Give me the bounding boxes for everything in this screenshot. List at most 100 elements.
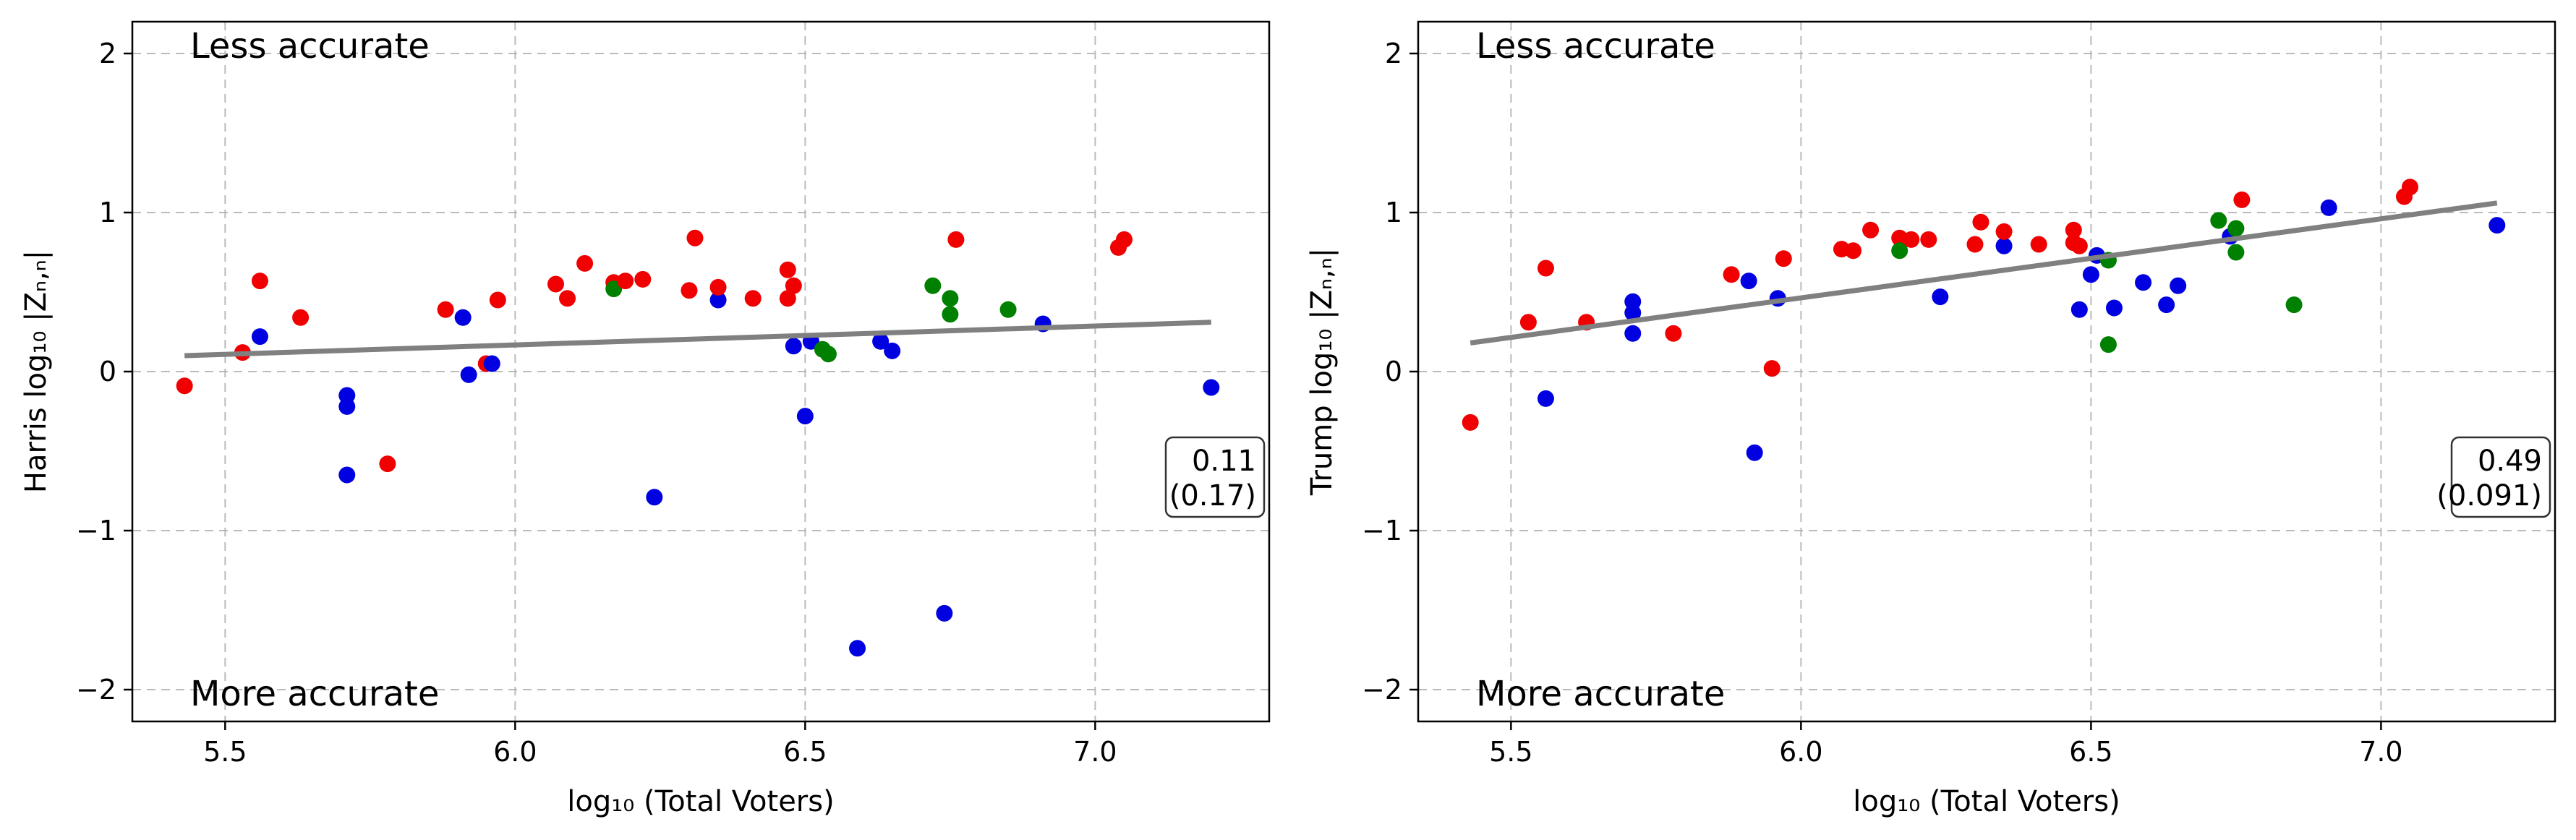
data-point-blue xyxy=(709,291,727,309)
chart-panel-2: 5.5 6.0 6.5 7.0 −2 −1 0 1 2 log₁₀ (Total Voters) T… xyxy=(1305,20,2556,818)
data-point-blue xyxy=(338,398,356,415)
data-point-green xyxy=(2099,336,2117,353)
x-tick-label: 6.5 xyxy=(783,736,827,768)
data-point-green xyxy=(605,280,623,298)
data-point-blue xyxy=(1203,379,1220,396)
y-tick-label: −2 xyxy=(1362,674,1402,706)
stat-box-stderr: (0.091) xyxy=(2436,479,2542,513)
annotation-more-accurate: More accurate xyxy=(190,674,439,714)
data-point-red xyxy=(1845,242,1862,260)
stat-box-value: 0.11 xyxy=(1192,445,1256,478)
data-point-red xyxy=(1862,221,1880,239)
data-point-blue xyxy=(338,466,356,484)
data-point-red xyxy=(1462,413,1479,431)
x-tick-label: 5.5 xyxy=(203,736,247,768)
data-point-red xyxy=(779,261,796,278)
y-tick-label: 2 xyxy=(99,38,116,69)
data-point-green xyxy=(2210,212,2227,229)
data-point-blue xyxy=(1995,237,2013,254)
data-point-green xyxy=(1891,242,1908,260)
y-tick-label: 2 xyxy=(1385,38,1402,69)
chart-panel-1: 5.5 6.0 6.5 7.0 −2 −1 0 1 2 log₁₀ (Total Voters) H… xyxy=(20,20,1271,818)
data-point-blue xyxy=(2105,299,2123,317)
data-point-blue xyxy=(1537,390,1554,407)
data-point-blue xyxy=(251,328,268,346)
data-point-red xyxy=(681,282,698,299)
y-tick-label: 1 xyxy=(99,197,116,228)
data-point-red xyxy=(292,309,310,326)
data-point-red xyxy=(2065,221,2082,239)
data-point-red xyxy=(1665,325,1682,342)
data-point-blue xyxy=(1932,288,1949,306)
data-point-red xyxy=(1972,213,1989,231)
x-tick-label: 7.0 xyxy=(1073,736,1117,768)
data-point-blue xyxy=(796,408,814,425)
data-point-red xyxy=(176,377,193,395)
x-tick-label: 6.5 xyxy=(2069,736,2112,768)
data-point-red xyxy=(744,290,762,307)
data-point-red xyxy=(1903,231,1920,248)
data-point-red xyxy=(489,291,506,309)
data-point-red xyxy=(547,275,564,293)
data-point-blue xyxy=(1740,273,1757,290)
data-point-red xyxy=(947,231,965,248)
data-point-green xyxy=(819,346,837,363)
x-axis-label: log₁₀ (Total Voters) xyxy=(1853,785,2120,818)
data-point-blue xyxy=(2135,274,2152,291)
data-point-red xyxy=(2233,191,2251,208)
data-point-green xyxy=(999,301,1017,318)
data-point-green xyxy=(942,306,959,323)
data-point-red xyxy=(779,290,796,307)
data-point-green xyxy=(2227,244,2245,261)
data-point-red xyxy=(634,270,652,288)
x-tick-label: 7.0 xyxy=(2359,736,2402,768)
data-point-blue xyxy=(849,640,866,657)
data-point-red xyxy=(2401,179,2418,196)
data-point-red xyxy=(2070,237,2088,254)
data-point-green xyxy=(924,277,942,294)
x-tick-label: 6.0 xyxy=(1779,736,1822,768)
stat-box xyxy=(2450,436,2551,518)
y-tick-label: −1 xyxy=(1362,515,1402,547)
data-point-blue xyxy=(2488,217,2506,234)
data-point-red xyxy=(2030,236,2047,253)
data-point-blue xyxy=(2158,296,2175,314)
data-point-blue xyxy=(483,355,500,372)
data-point-red xyxy=(1763,360,1780,377)
data-point-red xyxy=(1115,231,1133,248)
x-tick-label: 6.0 xyxy=(493,736,537,768)
y-tick-label: 0 xyxy=(99,356,116,387)
y-axis-label: Trump log₁₀ |Zₙ,ₙ| xyxy=(1305,248,1339,496)
stat-box xyxy=(1164,436,1266,518)
data-point-blue xyxy=(646,489,663,506)
data-point-blue xyxy=(1746,444,1763,461)
data-point-red xyxy=(1966,236,1984,253)
data-point-blue xyxy=(454,309,472,326)
y-tick-label: −2 xyxy=(76,674,116,706)
data-point-blue xyxy=(2082,266,2099,283)
y-tick-label: −1 xyxy=(76,515,116,547)
data-point-red xyxy=(1519,314,1537,331)
data-point-red xyxy=(709,278,727,296)
stat-box-stderr: (0.17) xyxy=(1169,479,1256,513)
data-point-red xyxy=(559,290,576,307)
data-point-blue xyxy=(1624,304,1642,322)
y-axis-label: Harris log₁₀ |Zₙ,ₙ| xyxy=(20,250,53,493)
annotation-less-accurate: Less accurate xyxy=(190,26,430,67)
y-tick-label: 1 xyxy=(1385,197,1402,228)
data-point-green xyxy=(2227,220,2245,237)
data-point-blue xyxy=(2320,199,2337,216)
data-point-red xyxy=(617,273,634,290)
data-point-red xyxy=(251,273,268,290)
annotation-more-accurate: More accurate xyxy=(1476,674,1725,714)
data-point-red xyxy=(1723,266,1740,283)
data-point-blue xyxy=(785,338,802,355)
data-point-blue xyxy=(1624,325,1642,342)
data-point-red xyxy=(785,277,802,294)
data-point-green xyxy=(2285,296,2303,314)
data-point-red xyxy=(1995,223,2013,240)
data-point-blue xyxy=(884,342,901,359)
data-point-red xyxy=(1920,231,1937,248)
x-axis-label: log₁₀ (Total Voters) xyxy=(567,785,834,818)
